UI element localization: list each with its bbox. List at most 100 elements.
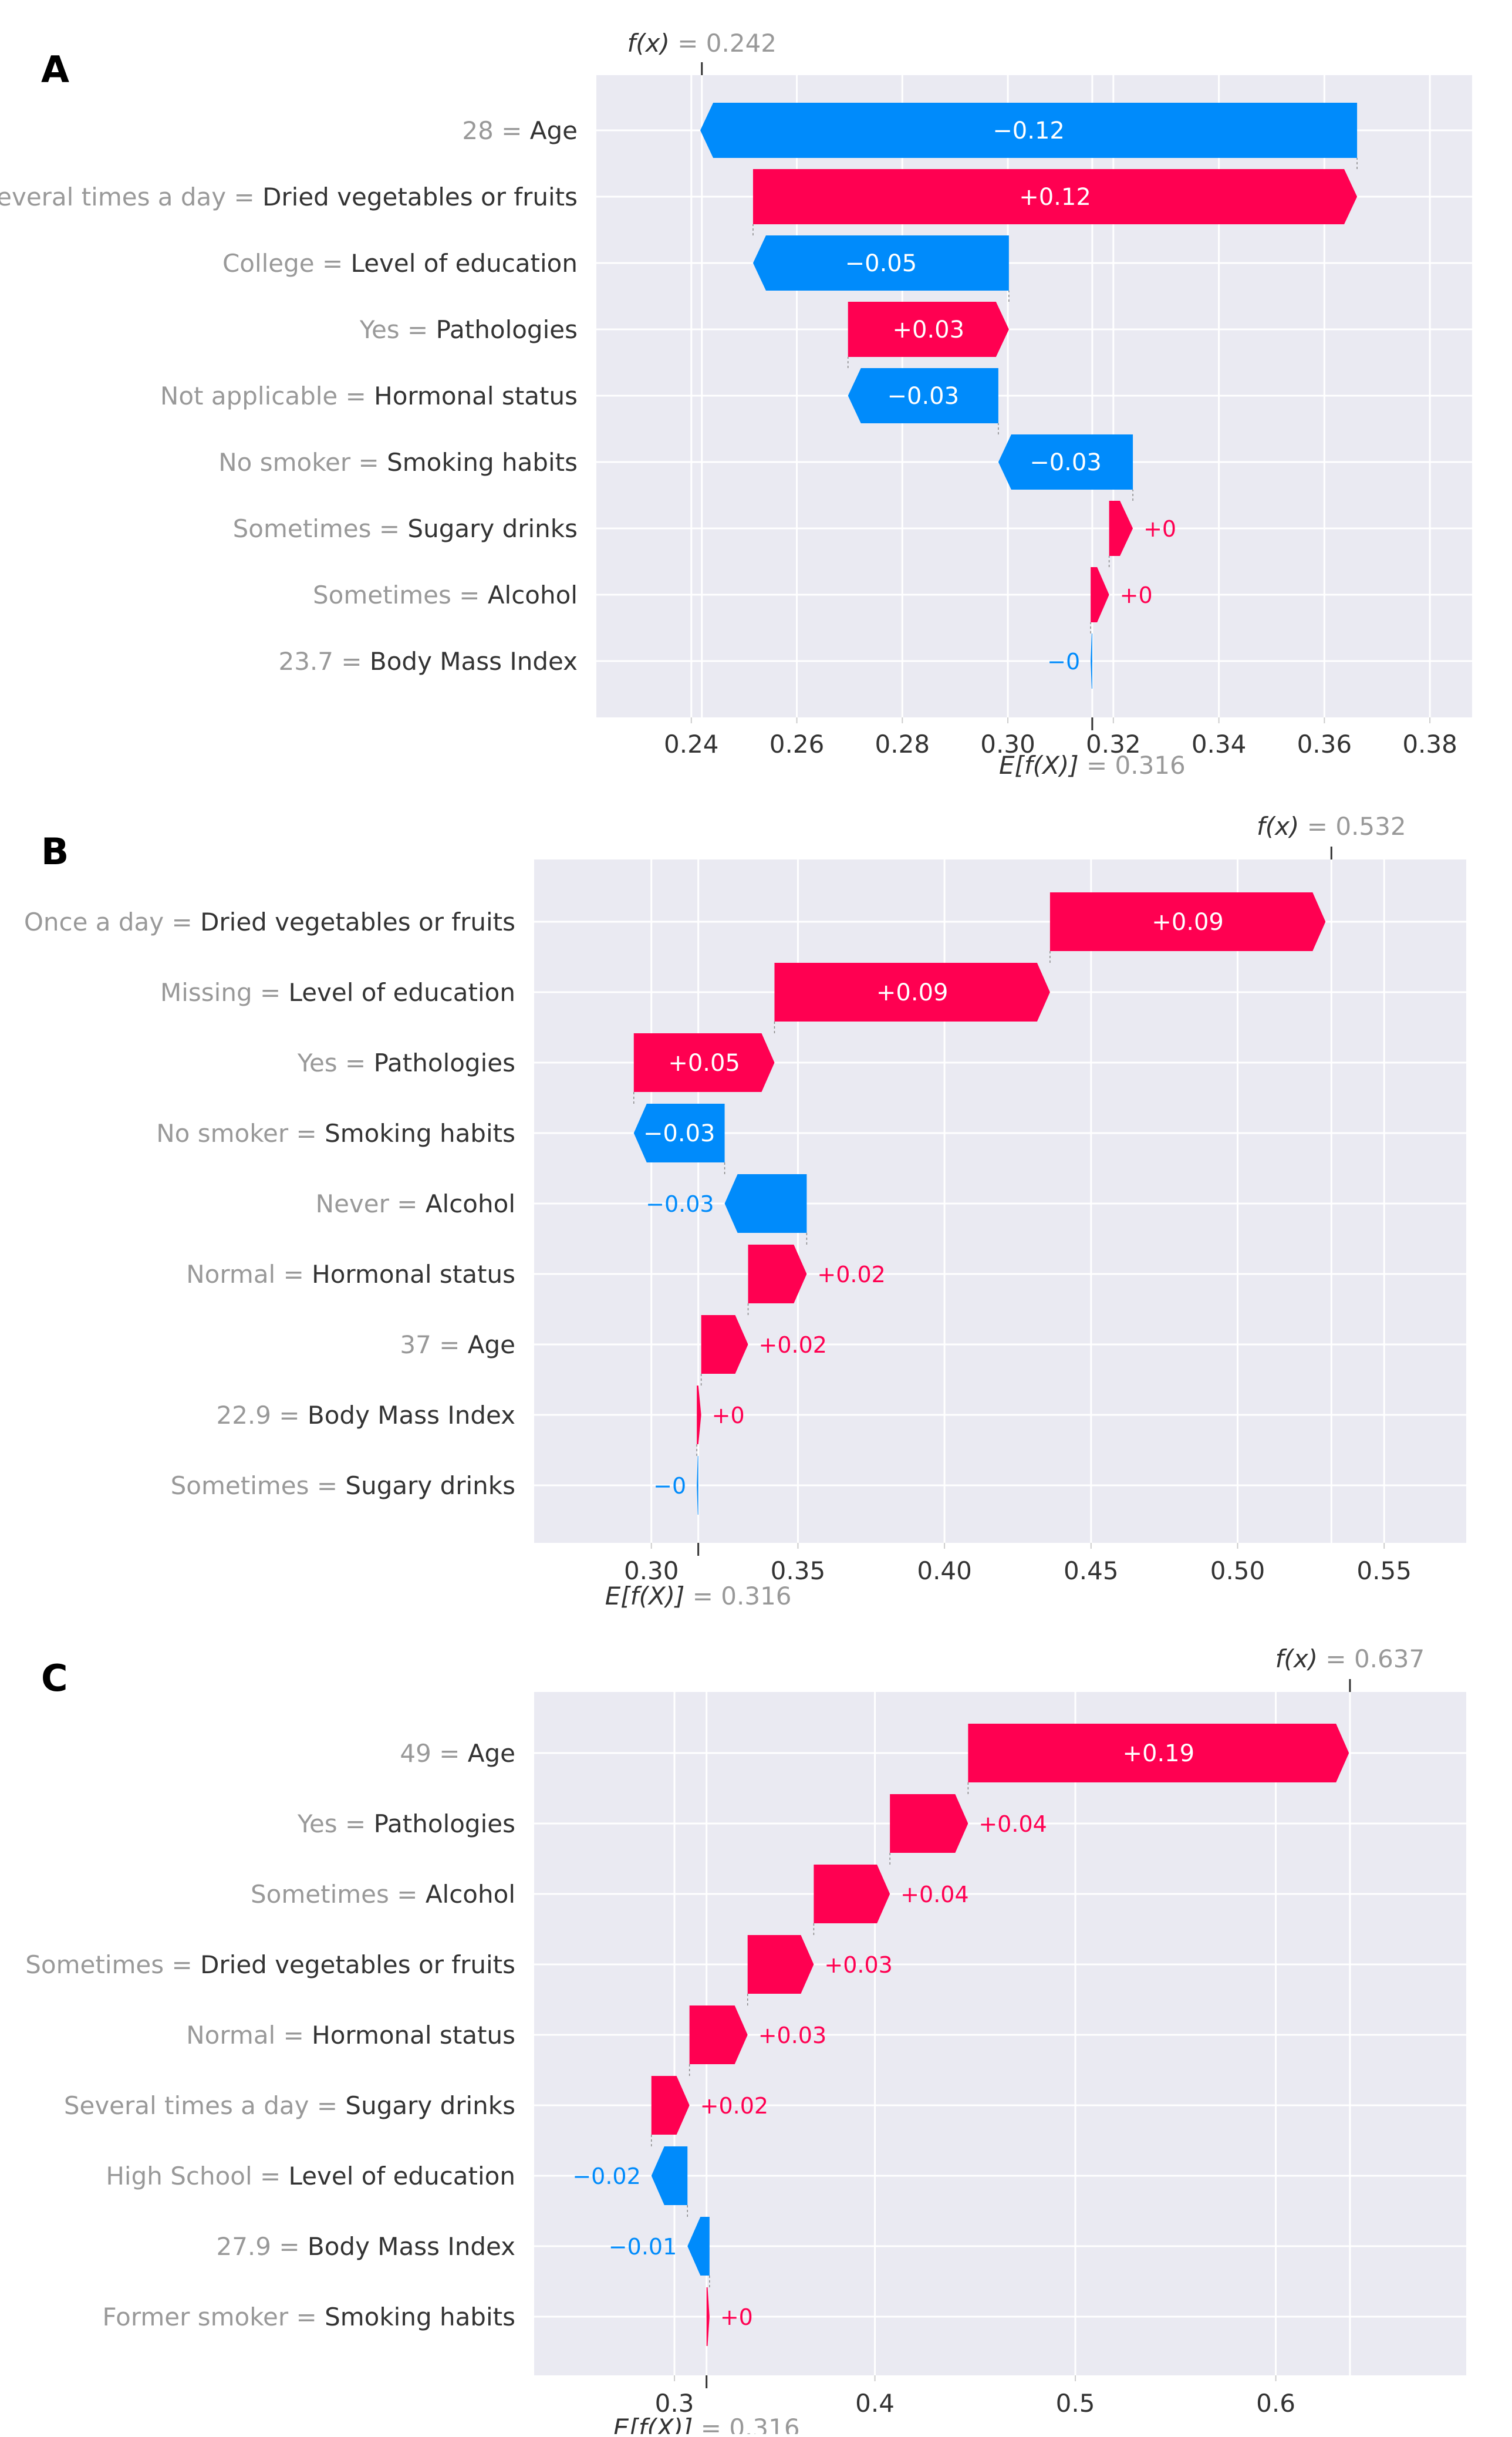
base-value-text: = 0.316	[684, 1582, 791, 1610]
shap-value-label: +0.05	[668, 1050, 740, 1077]
feature-value: Sometimes	[251, 1880, 389, 1909]
shap-value-label: +0.03	[758, 2023, 826, 2048]
feature-value: Missing	[160, 978, 252, 1007]
feature-name: Body Mass Index	[308, 1401, 515, 1430]
feature-label: 22.9 = Body Mass Index	[216, 1401, 515, 1430]
shap-bar-negative	[633, 1104, 725, 1162]
feature-name: Alcohol	[426, 1880, 515, 1909]
shap-value-label: +0	[1143, 516, 1176, 542]
feature-equals: =	[275, 1260, 312, 1289]
feature-equals: =	[494, 116, 530, 145]
feature-equals: =	[389, 1880, 426, 1909]
feature-label: Former smoker = Smoking habits	[102, 2303, 515, 2331]
feature-label: Sometimes = Dried vegetables or fruits	[25, 1950, 515, 1979]
feature-value: Sometimes	[171, 1471, 309, 1500]
output-value-annotation: f(x) = 0.532	[1257, 812, 1406, 841]
feature-equals: =	[338, 1809, 374, 1838]
feature-name: Smoking habits	[325, 1119, 515, 1148]
feature-value: 22.9	[216, 1401, 271, 1430]
x-tick-label: 0.3	[655, 2389, 694, 2418]
feature-label: 23.7 = Body Mass Index	[278, 647, 578, 676]
shap-value-label: −0.03	[887, 383, 960, 410]
x-tick-label: 0.30	[980, 730, 1035, 759]
feature-value: No smoker	[218, 448, 351, 477]
output-value-label: f(x)	[627, 29, 669, 58]
x-tick-label: 0.26	[770, 730, 825, 759]
shap-value-label: +0.03	[893, 316, 965, 343]
x-tick-label: 0.34	[1192, 730, 1247, 759]
x-tick-label: 0.35	[771, 1556, 826, 1585]
feature-label: 37 = Age	[400, 1330, 515, 1359]
shap-value-label: +0.19	[1123, 1740, 1195, 1767]
shap-value-label: +0.04	[900, 1882, 968, 1907]
feature-value: No smoker	[156, 1119, 289, 1148]
shap-bar-positive	[689, 2005, 748, 2064]
feature-value: Normal	[186, 2021, 275, 2050]
feature-name: Body Mass Index	[308, 2232, 515, 2261]
base-value-text: = 0.316	[693, 2414, 799, 2434]
feature-label: College = Level of education	[222, 249, 578, 278]
feature-value: College	[222, 249, 315, 278]
shap-value-label: +0.03	[824, 1952, 892, 1978]
base-value-annotation: E[f(X)] = 0.316	[999, 751, 1186, 780]
feature-equals: =	[431, 1330, 468, 1359]
waterfall-panel-a: −0.12 28 = Age +0.12 Several times a day = …	[0, 29, 1472, 780]
shap-bar-positive	[701, 1315, 748, 1374]
x-tick-label: 0.36	[1297, 730, 1352, 759]
x-tick-label: 0.55	[1356, 1556, 1412, 1585]
feature-name: Hormonal status	[312, 1260, 515, 1289]
shap-value-label: −0.05	[845, 250, 917, 277]
shap-bar-negative	[724, 1174, 807, 1233]
feature-label: Sometimes = Sugary drinks	[171, 1471, 515, 1500]
feature-equals: =	[431, 1739, 468, 1768]
feature-equals: =	[226, 183, 262, 211]
x-tick-label: 0.38	[1402, 730, 1457, 759]
shap-value-label: +0	[712, 1403, 745, 1428]
feature-name: Age	[468, 1739, 515, 1768]
feature-value: High School	[106, 2162, 252, 2190]
feature-label: Yes = Pathologies	[297, 1809, 515, 1838]
feature-label: Never = Alcohol	[316, 1189, 515, 1218]
output-value-text: = 0.242	[670, 29, 777, 58]
feature-value: Once a day	[24, 908, 164, 936]
feature-label: Normal = Hormonal status	[186, 2021, 515, 2050]
shap-bar-negative	[1091, 633, 1092, 689]
shap-value-label: −0	[653, 1473, 686, 1499]
feature-equals: =	[271, 2232, 308, 2261]
x-tick-label: 0.24	[664, 730, 719, 759]
feature-equals: =	[350, 448, 387, 477]
feature-name: Pathologies	[374, 1809, 515, 1838]
feature-value: Never	[316, 1189, 390, 1218]
feature-name: Alcohol	[488, 581, 578, 609]
feature-value: Yes	[297, 1049, 338, 1077]
feature-label: High School = Level of education	[106, 2162, 515, 2190]
feature-equals: =	[164, 1950, 200, 1979]
shap-bar-negative	[848, 368, 998, 423]
feature-value: 28	[462, 116, 493, 145]
shap-bar-positive	[1109, 501, 1133, 556]
panel-letter: B	[41, 830, 69, 873]
feature-value: Several times a day	[0, 183, 226, 211]
shap-bar-negative	[700, 103, 1358, 158]
output-value-annotation: f(x) = 0.242	[627, 29, 777, 58]
feature-label: 49 = Age	[400, 1739, 515, 1768]
feature-name: Pathologies	[374, 1049, 515, 1077]
shap-value-label: +0.12	[1019, 184, 1091, 211]
waterfall-panel-b: +0.09 Once a day = Dried vegetables or fr…	[24, 812, 1466, 1610]
shap-bar-negative	[697, 1456, 698, 1515]
feature-label: Missing = Level of education	[160, 978, 515, 1007]
feature-name: Age	[530, 116, 578, 145]
shap-bar-positive	[814, 1865, 890, 1923]
feature-value: Sometimes	[313, 581, 451, 609]
feature-value: 27.9	[216, 2232, 271, 2261]
feature-label: Sometimes = Alcohol	[313, 581, 578, 609]
feature-label: Not applicable = Hormonal status	[160, 382, 578, 410]
feature-equals: =	[164, 908, 200, 936]
shap-value-label: +0.09	[876, 979, 949, 1006]
feature-name: Dried vegetables or fruits	[200, 908, 515, 936]
x-tick-label: 0.50	[1210, 1556, 1265, 1585]
feature-equals: =	[338, 382, 374, 410]
output-value-annotation: f(x) = 0.637	[1275, 1644, 1425, 1673]
